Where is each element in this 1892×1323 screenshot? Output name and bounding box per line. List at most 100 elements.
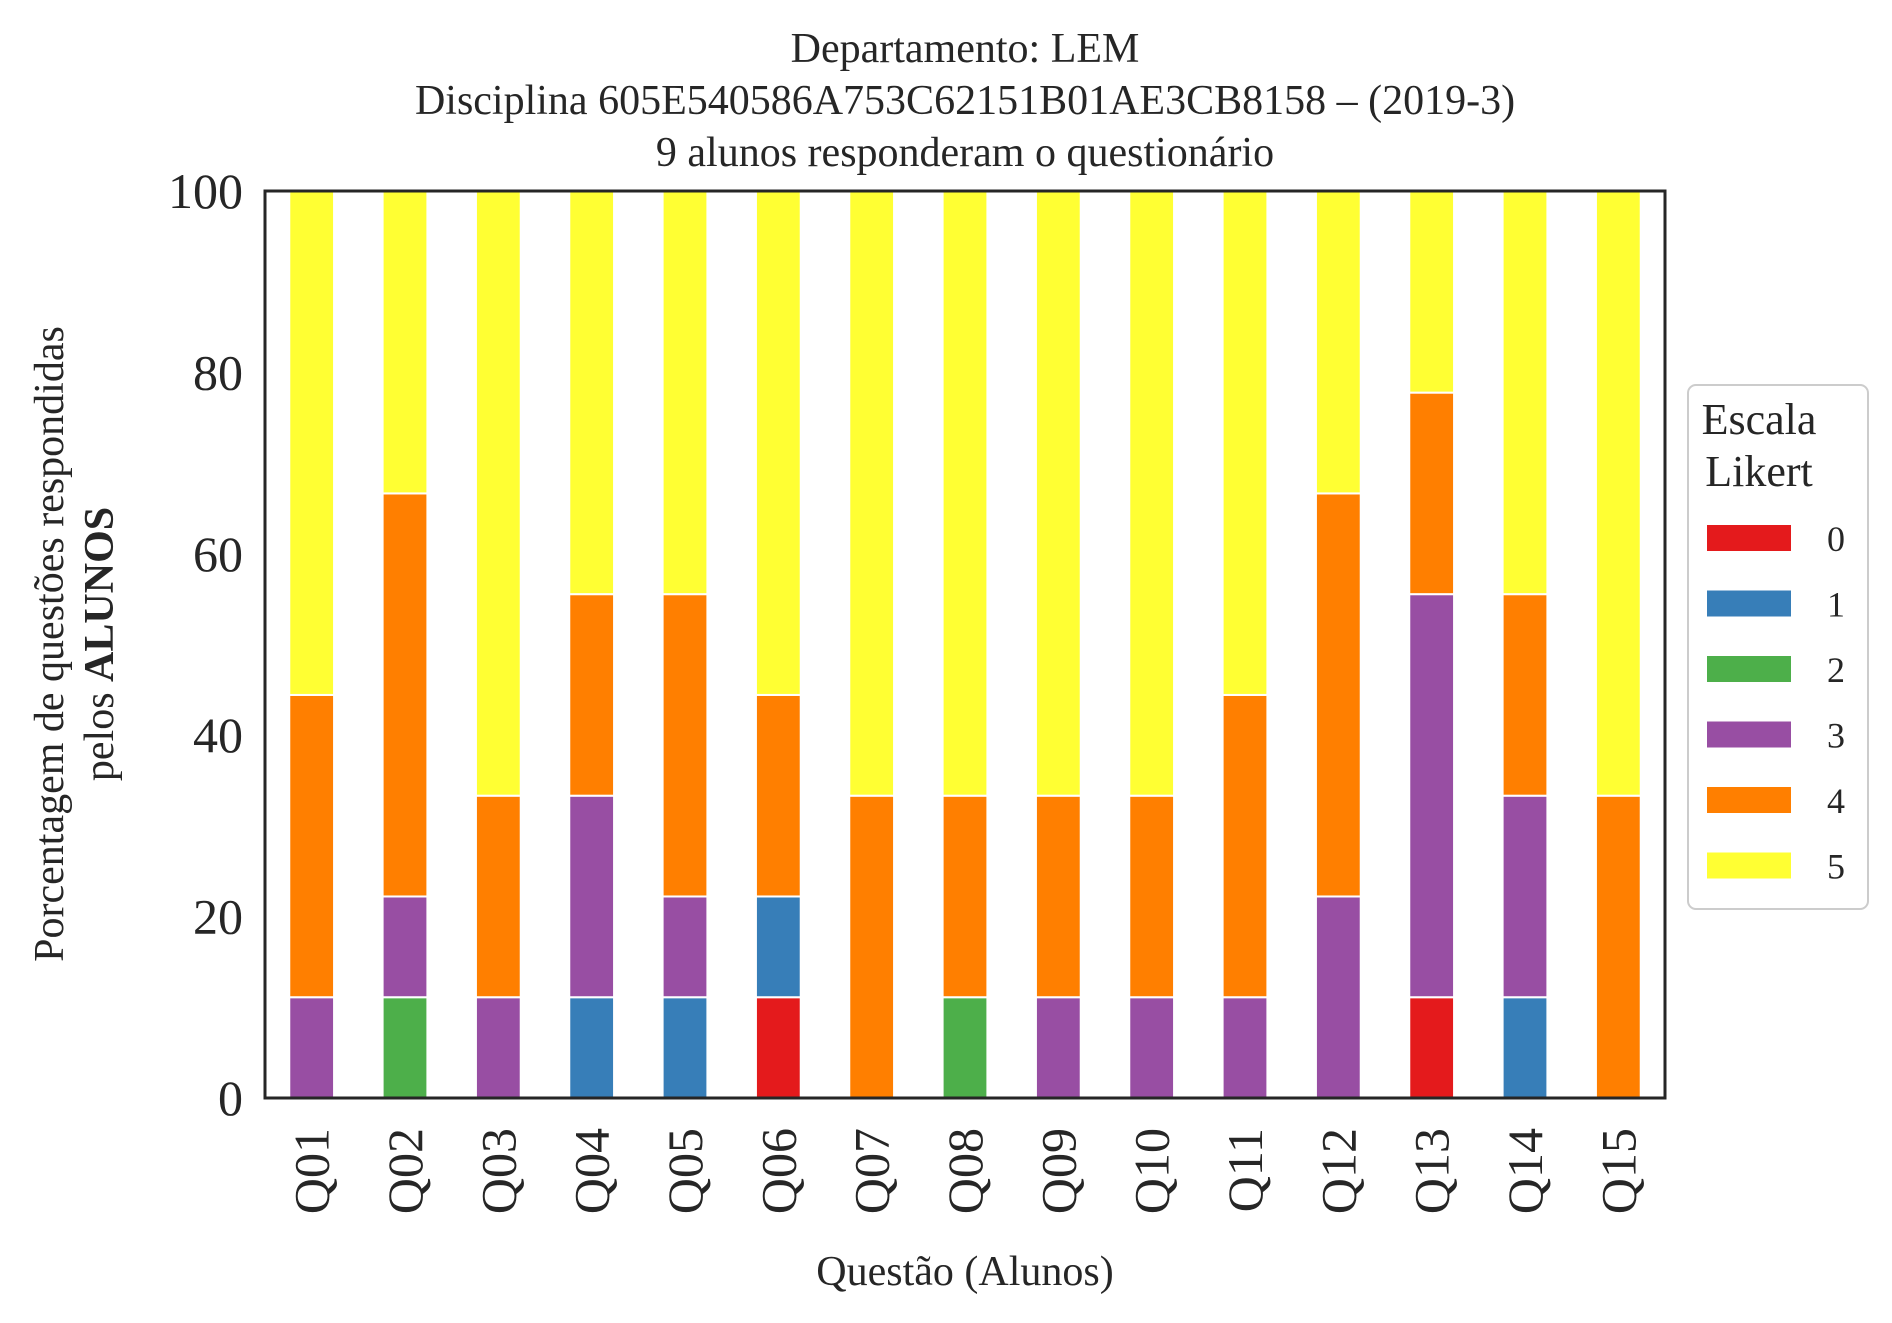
bar-segment-Q02-likert-5 (381, 190, 429, 495)
plot-frame (263, 189, 1667, 1100)
legend: Escala Likert 0 1 2 3 4 5 (1687, 384, 1869, 910)
bar-segment-Q01-likert-5 (288, 190, 336, 696)
x-tick-label-Q01: Q01 (284, 1128, 340, 1214)
y-axis-label-line-2: pelos ALUNOS (77, 507, 123, 781)
legend-label-4: 4 (1827, 781, 1845, 821)
bar-segment-Q12-likert-3 (1314, 895, 1362, 1099)
bar-segment-Q11-likert-3 (1221, 996, 1269, 1099)
bar-segment-Q12-likert-4 (1314, 492, 1362, 898)
x-tick-label-Q06: Q06 (750, 1128, 806, 1214)
bar-segment-Q06-likert-5 (754, 190, 802, 696)
bar-segment-Q04-likert-5 (568, 190, 616, 596)
bar-segment-Q10-likert-5 (1128, 190, 1176, 797)
legend-swatch-2 (1707, 656, 1791, 682)
legend-title-line-1: Escala (1702, 395, 1817, 444)
bar-segment-Q14-likert-3 (1501, 794, 1549, 999)
bar-segment-Q08-likert-2 (941, 996, 989, 1099)
bar-segment-Q03-likert-3 (474, 996, 522, 1099)
bar-segment-Q13-likert-0 (1408, 996, 1456, 1099)
bar-segment-Q04-likert-4 (568, 593, 616, 797)
bar-segment-Q06-likert-0 (754, 996, 802, 1099)
y-axis-label-line-1: Porcentagem de questões respondidas (27, 326, 73, 962)
bar-segment-Q14-likert-1 (1501, 996, 1549, 1099)
y-tick-label: 80 (193, 344, 243, 400)
chart-title: Departamento: LEM Disciplina 605E540586A… (415, 26, 1515, 176)
bar-segment-Q10-likert-4 (1128, 794, 1176, 999)
bar-segment-Q09-likert-4 (1034, 794, 1082, 999)
bar-segment-Q15-likert-4 (1594, 794, 1642, 1099)
bar-segment-Q08-likert-5 (941, 190, 989, 797)
bar-segment-Q01-likert-4 (288, 693, 336, 999)
legend-box (1687, 384, 1869, 910)
x-tick-label-Q11: Q11 (1217, 1128, 1273, 1212)
legend-label-2: 2 (1827, 650, 1845, 690)
title-line-2: Disciplina 605E540586A753C62151B01AE3CB8… (415, 78, 1515, 124)
bar-segment-Q06-likert-4 (754, 693, 802, 898)
y-tick-label: 40 (193, 707, 243, 763)
legend-title-line-2: Likert (1705, 447, 1813, 496)
y-tick-label: 20 (193, 889, 243, 945)
bar-segment-Q09-likert-3 (1034, 996, 1082, 1099)
bar-segment-Q05-likert-3 (661, 895, 709, 999)
legend-items: 0 1 2 3 4 5 (1707, 519, 1845, 887)
y-tick-label: 0 (218, 1070, 243, 1126)
bar-segment-Q03-likert-5 (474, 190, 522, 797)
bar-segment-Q15-likert-5 (1594, 190, 1642, 797)
bar-segment-Q14-likert-5 (1501, 190, 1549, 596)
x-tick-label-Q15: Q15 (1590, 1128, 1646, 1214)
bar-segment-Q05-likert-1 (661, 996, 709, 1099)
bar-segment-Q05-likert-5 (661, 190, 709, 596)
legend-swatch-0 (1707, 525, 1791, 551)
bar-segment-Q02-likert-3 (381, 895, 429, 999)
bar-segment-Q10-likert-3 (1128, 996, 1176, 1099)
x-tick-label-Q14: Q14 (1497, 1128, 1553, 1214)
x-tick-label-Q02: Q02 (377, 1128, 433, 1214)
x-tick-label-Q04: Q04 (564, 1128, 620, 1214)
bar-segment-Q11-likert-5 (1221, 190, 1269, 696)
bars-group (288, 190, 1642, 1099)
x-tick-label-Q10: Q10 (1124, 1128, 1180, 1214)
x-tick-label-Q03: Q03 (470, 1128, 526, 1214)
x-tick-label-Q12: Q12 (1310, 1128, 1366, 1214)
bar-segment-Q08-likert-4 (941, 794, 989, 999)
y-axis-label-bold: ALUNOS (77, 507, 123, 682)
x-tick-label-Q08: Q08 (937, 1128, 993, 1214)
bar-segment-Q04-likert-3 (568, 794, 616, 999)
x-tick-label-Q09: Q09 (1030, 1128, 1086, 1214)
bar-segment-Q13-likert-4 (1408, 391, 1456, 596)
y-axis-ticks: 0 20 40 60 80 100 (168, 163, 243, 1126)
legend-swatch-5 (1707, 852, 1791, 879)
bar-segment-Q01-likert-3 (288, 996, 336, 1099)
bar-segment-Q05-likert-4 (661, 593, 709, 898)
legend-swatch-1 (1707, 590, 1791, 617)
legend-swatch-4 (1707, 787, 1791, 813)
legend-label-5: 5 (1827, 847, 1845, 887)
title-line-3: 9 alunos responderam o questionário (656, 130, 1274, 176)
y-tick-label: 60 (193, 526, 243, 582)
x-axis-ticks: Q01 Q02 Q03 Q04 Q05 Q06 Q07 Q08 Q09 Q10 Q11 Q12 Q13 Q… (284, 1128, 1647, 1214)
bar-segment-Q02-likert-4 (381, 492, 429, 898)
bar-segment-Q09-likert-5 (1034, 190, 1082, 797)
bar-segment-Q07-likert-5 (848, 190, 896, 797)
x-tick-label-Q13: Q13 (1404, 1128, 1460, 1214)
bar-segment-Q13-likert-5 (1408, 190, 1456, 394)
bar-segment-Q04-likert-1 (568, 996, 616, 1099)
bar-segment-Q02-likert-2 (381, 996, 429, 1099)
legend-label-1: 1 (1827, 585, 1845, 625)
y-tick-label: 100 (168, 163, 243, 219)
title-line-1: Departamento: LEM (791, 26, 1140, 72)
y-axis-label-prefix: pelos (77, 682, 123, 781)
bar-segment-Q07-likert-4 (848, 794, 896, 1099)
bar-segment-Q12-likert-5 (1314, 190, 1362, 495)
legend-label-0: 0 (1827, 519, 1845, 559)
bar-segment-Q14-likert-4 (1501, 593, 1549, 797)
legend-label-3: 3 (1827, 716, 1845, 756)
x-axis-label: Questão (Alunos) (816, 1249, 1113, 1295)
x-tick-label-Q07: Q07 (844, 1128, 900, 1214)
bar-segment-Q13-likert-3 (1408, 593, 1456, 999)
x-tick-label-Q05: Q05 (657, 1128, 713, 1214)
bar-segment-Q03-likert-4 (474, 794, 522, 999)
legend-swatch-3 (1707, 721, 1791, 748)
bar-segment-Q11-likert-4 (1221, 693, 1269, 999)
